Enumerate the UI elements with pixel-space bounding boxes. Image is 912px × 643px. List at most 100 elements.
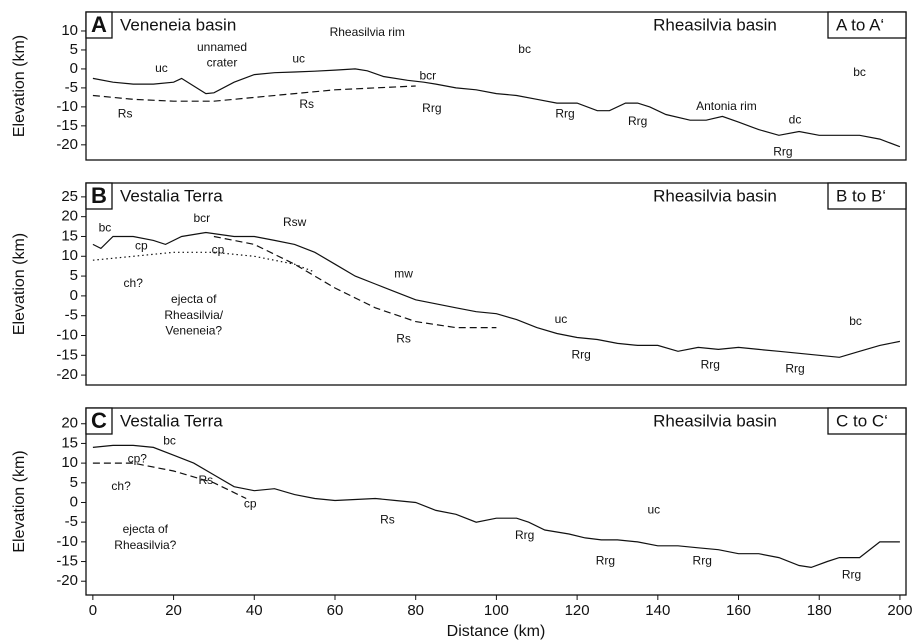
annotation: cp [135,239,148,253]
x-tick-label: 120 [565,602,590,619]
y-tick-label: 10 [61,22,78,39]
y-tick-label: 5 [70,41,78,58]
profile-label: A to A‘ [836,15,884,34]
panel-letter: B [91,183,107,208]
y-tick-label: -5 [65,307,78,324]
profile-line [213,235,497,329]
annotation: cp? [128,451,148,465]
annotation: ch? [111,479,131,493]
annotation: Rs [118,107,133,121]
y-tick-label: -10 [56,533,78,550]
annotation: ch? [124,276,144,290]
annotation: cp [244,497,257,511]
left-label: Vestalia Terra [120,186,223,205]
annotation: ejecta of [123,522,169,536]
annotation: bc [163,434,176,448]
annotation: uc [647,503,660,517]
profile-label: B to B‘ [836,186,886,205]
annotation: Rs [380,512,395,526]
y-tick-label: -20 [56,366,78,383]
annotation: Rrg [628,114,647,128]
annotation: Rrg [785,361,804,375]
y-axis-title: Elevation (km) [11,233,28,335]
annotation: ejecta of [171,292,217,306]
y-axis-title: Elevation (km) [11,450,28,552]
annotation: Rheasilvia? [114,538,176,552]
x-tick-label: 0 [89,602,97,619]
plot-frame [85,182,907,386]
y-tick-label: 0 [70,493,78,510]
annotation: Rrg [773,145,792,159]
profile-label: C to C‘ [836,411,888,430]
annotation: uc [555,312,568,326]
x-axis-title: Distance (km) [447,623,546,640]
y-tick-label: 10 [61,454,78,471]
profile-line [92,85,416,102]
y-tick-label: 15 [61,227,78,244]
annotation: Veneneia? [165,324,222,338]
panel-letter-box [85,182,113,210]
annotation: cp [212,243,225,257]
annotation: Rrg [596,554,615,568]
annotation: Rs [299,97,314,111]
annotation: unnamed [197,40,247,54]
y-tick-label: 20 [61,415,78,432]
annotation: bcr [419,69,436,83]
annotation: Rheasilvia/ [164,308,223,322]
annotation: dc [789,112,802,126]
annotation: Rrg [701,357,720,371]
annotation: bc [849,314,862,328]
annotation: crater [207,55,238,69]
plot-frame [85,407,907,596]
annotation: Rrg [515,528,534,542]
y-tick-label: -5 [65,79,78,96]
annotation: bcr [193,211,210,225]
left-label: Vestalia Terra [120,411,223,430]
x-tick-label: 140 [645,602,670,619]
y-axis-title: Elevation (km) [11,35,28,137]
x-tick-label: 200 [887,602,912,619]
right-label: Rheasilvia basin [653,15,777,34]
y-tick-label: 5 [70,474,78,491]
x-tick-label: 100 [484,602,509,619]
y-tick-label: 0 [70,287,78,304]
annotation: bc [99,221,112,235]
annotation: Rheasilvia rim [330,25,405,39]
right-label: Rheasilvia basin [653,411,777,430]
annotation: Rrg [842,567,861,581]
profile-line [92,231,901,358]
profile-line [92,444,900,569]
y-tick-label: 10 [61,247,78,264]
x-tick-label: 20 [165,602,182,619]
panel-letter: A [91,12,107,37]
annotation: uc [292,52,305,66]
annotation: Rsw [283,215,307,229]
panel-letter: C [91,408,107,433]
y-tick-label: -10 [56,98,78,115]
annotation: uc [155,61,168,75]
annotation: bc [853,65,866,79]
y-tick-label: -20 [56,572,78,589]
y-tick-label: 0 [70,60,78,77]
profile-line [92,251,316,273]
y-tick-label: -15 [56,553,78,570]
profile-line [92,68,901,148]
annotation: Rs [199,473,214,487]
y-tick-label: 5 [70,267,78,284]
plot-frame [85,11,907,161]
profile-label-box [827,11,907,39]
y-tick-label: 15 [61,434,78,451]
y-tick-label: -5 [65,513,78,530]
profile-label-box [827,407,907,435]
x-tick-label: 60 [327,602,344,619]
profile-label-box [827,182,907,210]
annotation: bc [518,42,531,56]
left-label: Veneneia basin [120,15,236,34]
y-tick-label: -15 [56,117,78,134]
x-tick-label: 160 [726,602,751,619]
annotation: Antonia rim [696,99,757,113]
panel-letter-box [85,11,113,39]
right-label: Rheasilvia basin [653,186,777,205]
